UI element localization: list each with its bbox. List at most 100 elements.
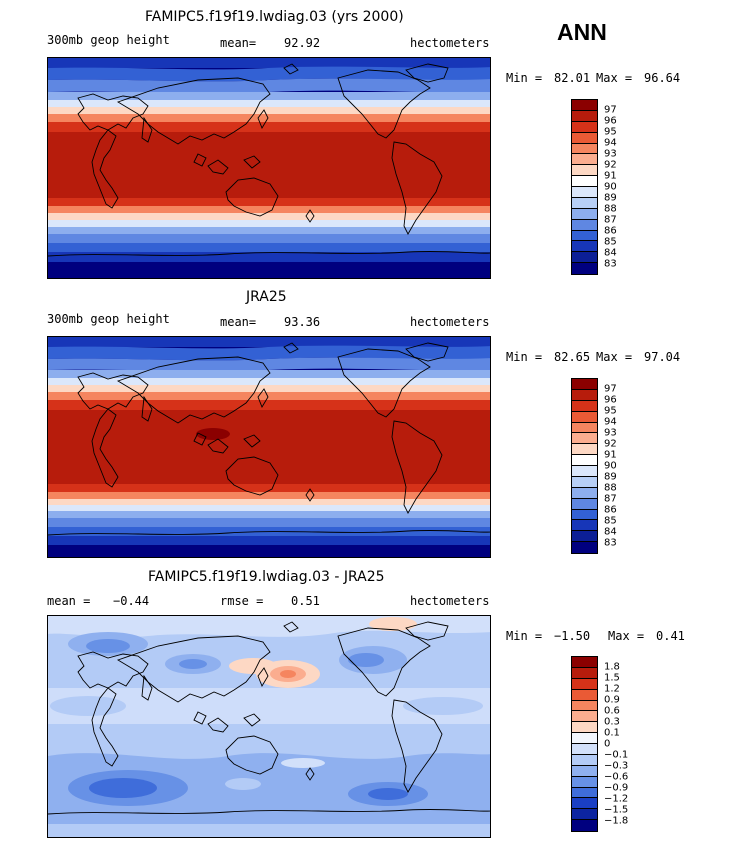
colorbar-swatch xyxy=(572,509,597,521)
colorbar-tick-label: 85 xyxy=(604,236,617,248)
colorbar-swatch xyxy=(572,487,597,499)
coastline xyxy=(77,651,149,689)
coastline xyxy=(391,699,443,793)
coastline xyxy=(91,408,119,488)
coastline xyxy=(337,348,431,418)
panel-obs-max-label: Max = xyxy=(596,350,633,364)
coastline xyxy=(207,438,229,454)
panel-obs-units: hectometers xyxy=(410,315,490,329)
colorbar-swatch xyxy=(572,143,597,155)
coastline xyxy=(116,635,271,703)
colorbar-swatch xyxy=(572,165,597,177)
colorbar-tick-label: 87 xyxy=(604,214,617,226)
coastline xyxy=(405,342,449,362)
colorbar-swatch xyxy=(572,389,597,401)
colorbar-swatch xyxy=(572,542,597,553)
colorbar-swatch xyxy=(572,798,597,810)
coastline xyxy=(305,767,315,781)
coastline xyxy=(337,627,431,697)
colorbar-swatch xyxy=(572,422,597,434)
colorbar-swatch xyxy=(572,187,597,198)
panel-diff-min-value: −1.50 xyxy=(554,629,591,643)
coastline xyxy=(193,153,207,167)
colorbar-swatch xyxy=(572,787,597,799)
panel-model-colorbar xyxy=(571,99,598,275)
colorbar-tick-label: 90 xyxy=(604,460,617,472)
panel-diff-map xyxy=(47,615,491,838)
colorbar-tick-label: 96 xyxy=(604,394,617,406)
colorbar-swatch xyxy=(572,110,597,122)
panel-obs-max-value: 97.04 xyxy=(644,350,681,364)
colorbar-swatch xyxy=(572,176,597,187)
coastline xyxy=(225,456,279,496)
colorbar-swatch xyxy=(572,230,597,242)
coastline xyxy=(141,674,153,701)
colorbar-swatch xyxy=(572,476,597,488)
coastline xyxy=(257,388,269,409)
colorbar-tick-label: 87 xyxy=(604,493,617,505)
panel-diff-mean-label: mean = xyxy=(47,594,91,608)
colorbar-tick-label: 96 xyxy=(604,115,617,127)
coastline xyxy=(193,711,207,725)
coastline xyxy=(77,93,149,131)
colorbar-swatch xyxy=(572,733,597,744)
panel-model-max-value: 96.64 xyxy=(644,71,681,85)
panel-model-variable-label: 300mb geop height xyxy=(47,33,170,47)
coastline xyxy=(48,808,490,815)
colorbar-tick-label: 85 xyxy=(604,515,617,527)
colorbar-swatch xyxy=(572,154,597,166)
panel-diff-colorbar xyxy=(571,656,598,832)
colorbar-tick-label: −0.9 xyxy=(604,782,629,794)
panel-obs-min-label: Min = xyxy=(506,350,543,364)
coastline xyxy=(283,63,299,75)
colorbar-tick-label: 1.2 xyxy=(604,683,620,695)
colorbar-swatch xyxy=(572,754,597,766)
colorbar-swatch xyxy=(572,241,597,253)
colorbar-swatch xyxy=(572,657,597,668)
panel-diff-title: FAMIPC5.f19f19.lwdiag.03 - JRA25 xyxy=(148,569,385,585)
colorbar-swatch xyxy=(572,263,597,274)
colorbar-tick-label: 88 xyxy=(604,482,617,494)
coastline xyxy=(48,250,490,257)
colorbar-tick-label: 83 xyxy=(604,537,617,549)
coastline xyxy=(141,116,153,143)
colorbar-swatch xyxy=(572,498,597,510)
colorbar-tick-label: 93 xyxy=(604,427,617,439)
coastline xyxy=(141,395,153,422)
colorbar-tick-label: 97 xyxy=(604,383,617,395)
colorbar-swatch xyxy=(572,667,597,679)
colorbar-swatch xyxy=(572,100,597,111)
colorbar-tick-label: 91 xyxy=(604,449,617,461)
colorbar-swatch xyxy=(572,466,597,477)
colorbar-tick-label: 86 xyxy=(604,504,617,516)
coastline xyxy=(243,155,261,169)
panel-obs-map xyxy=(47,336,491,558)
panel-obs-mean-value: 93.36 xyxy=(284,315,321,329)
colorbar-tick-label: 95 xyxy=(604,126,617,138)
obs-field-svg xyxy=(48,337,490,557)
colorbar-swatch xyxy=(572,744,597,755)
model-field-svg xyxy=(48,58,490,278)
colorbar-tick-label: 93 xyxy=(604,148,617,160)
coastline xyxy=(405,63,449,83)
colorbar-swatch xyxy=(572,219,597,231)
colorbar-tick-label: −1.8 xyxy=(604,815,629,827)
colorbar-tick-label: 84 xyxy=(604,526,617,538)
coastline xyxy=(48,529,490,536)
colorbar-tick-label: 0 xyxy=(604,738,611,750)
colorbar-swatch xyxy=(572,776,597,788)
colorbar-swatch xyxy=(572,208,597,220)
panel-diff-min-label: Min = xyxy=(506,629,543,643)
coastline xyxy=(207,159,229,175)
colorbar-tick-label: 0.9 xyxy=(604,694,620,706)
colorbar-swatch xyxy=(572,689,597,701)
panel-model-mean-value: 92.92 xyxy=(284,36,321,50)
colorbar-tick-label: 94 xyxy=(604,137,617,149)
coastline xyxy=(116,77,271,145)
coastline xyxy=(91,129,119,209)
panel-obs-min-value: 82.65 xyxy=(554,350,591,364)
colorbar-tick-label: 84 xyxy=(604,247,617,259)
panel-obs-colorbar xyxy=(571,378,598,554)
coastline xyxy=(283,342,299,354)
colorbar-tick-label: −0.3 xyxy=(604,760,629,772)
